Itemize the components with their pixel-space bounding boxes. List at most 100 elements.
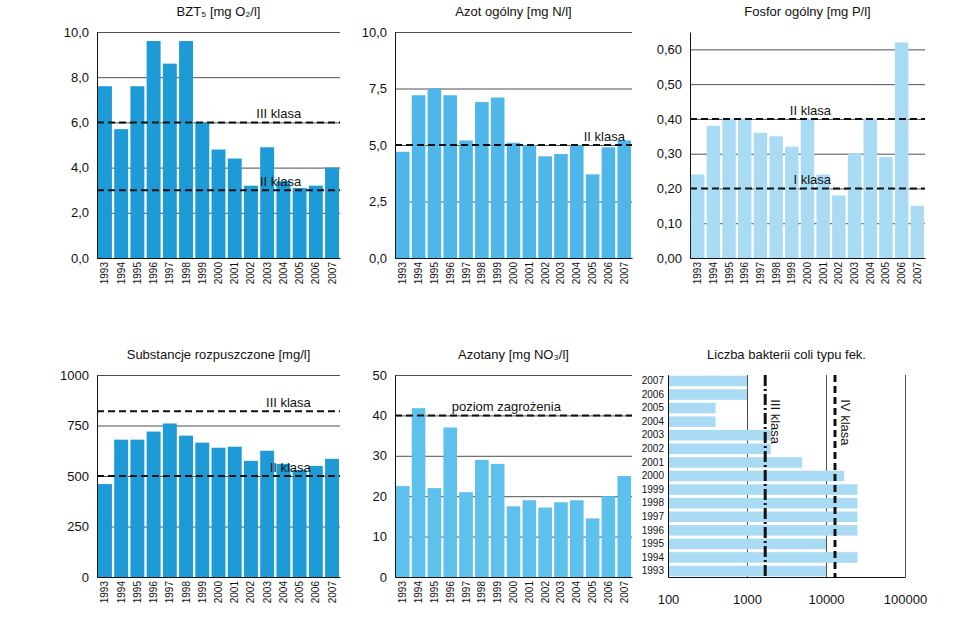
bar xyxy=(668,389,747,400)
bar xyxy=(195,443,209,577)
bar xyxy=(911,206,924,258)
bar xyxy=(538,156,552,258)
bar xyxy=(668,539,826,550)
x-tick: 1994 xyxy=(116,258,127,284)
grid-line xyxy=(395,32,632,33)
bar xyxy=(754,133,767,258)
chart-title: BZT₅ [mg O₂/l] xyxy=(177,4,261,19)
x-tick: 2004 xyxy=(571,577,582,603)
x-tick: 2001 xyxy=(818,258,829,284)
bar xyxy=(428,89,442,259)
threshold-label: II klasa xyxy=(584,129,626,144)
bar xyxy=(293,470,307,577)
y-tick-label: 1993 xyxy=(642,565,665,576)
x-tick-label: 1997 xyxy=(755,262,766,285)
bar xyxy=(114,440,128,577)
x-tick-label: 2004 xyxy=(571,262,582,285)
x-tick-label: 1995 xyxy=(429,581,440,604)
x-tick-label: 1993 xyxy=(397,581,408,604)
threshold-label: poziom zagrożenia xyxy=(452,399,562,414)
y-tick-label: 2002 xyxy=(642,443,665,454)
y-tick-label: 50 xyxy=(373,368,387,383)
x-tick-label: 2000 xyxy=(508,581,519,604)
x-tick-label: 1993 xyxy=(397,262,408,285)
y-tick-label: 4,0 xyxy=(71,160,89,175)
y-tick: 1999 xyxy=(642,484,668,495)
x-tick-label: 2006 xyxy=(310,581,321,604)
y-tick-label: 0,30 xyxy=(657,146,682,161)
x-tick-label: 1999 xyxy=(197,581,208,604)
y-tick: 1993 xyxy=(642,565,668,576)
y-tick-label: 0,40 xyxy=(657,112,682,127)
x-tick: 2000 xyxy=(508,258,519,284)
bar xyxy=(114,129,128,258)
y-tick-label: 0,20 xyxy=(657,181,682,196)
panel: Fosfor ogólny [mg P/l]0,000,100,200,300,… xyxy=(657,4,926,284)
bar xyxy=(459,492,473,577)
grid-line xyxy=(690,49,925,50)
bar xyxy=(443,95,457,258)
bar xyxy=(668,566,826,577)
x-tick-label: 2005 xyxy=(587,581,598,604)
bars xyxy=(98,41,339,258)
chart-title: Azot ogólny [mg N/l] xyxy=(455,4,571,19)
panel: BZT₅ [mg O₂/l]0,02,04,06,08,010,01993199… xyxy=(64,4,341,284)
x-tick-label: 2005 xyxy=(294,262,305,285)
bar xyxy=(586,174,600,258)
chart-title: Liczba bakterii coli typu fek. xyxy=(707,347,866,362)
x-tick-label: 1998 xyxy=(181,262,192,285)
bar xyxy=(668,525,857,536)
bar xyxy=(325,168,339,258)
x-tick-label: 2007 xyxy=(912,262,923,285)
y-tick: 10,0 xyxy=(362,25,632,40)
x-tick-label: 2001 xyxy=(229,262,240,285)
bar xyxy=(570,145,584,258)
y-tick: 50 xyxy=(373,368,632,383)
x-tick-label: 1996 xyxy=(148,262,159,285)
y-tick-label: 250 xyxy=(67,519,89,534)
x-tick-label: 2006 xyxy=(310,262,321,285)
y-tick: 2001 xyxy=(642,457,668,468)
x-tick: 1995 xyxy=(132,577,143,603)
y-tick-label: 2,0 xyxy=(71,205,89,220)
bar xyxy=(707,126,720,258)
bar xyxy=(428,488,442,577)
y-tick-label: 0,60 xyxy=(657,42,682,57)
x-tick-label: 1997 xyxy=(461,581,472,604)
bar xyxy=(617,476,631,577)
y-tick-label: 5,0 xyxy=(369,138,387,153)
figure-root: BZT₅ [mg O₂/l]0,02,04,06,08,010,01993199… xyxy=(0,0,980,631)
x-tick-label: 1999 xyxy=(492,581,503,604)
bar xyxy=(179,436,193,577)
y-tick-label: 7,5 xyxy=(369,81,387,96)
x-tick: 2004 xyxy=(278,577,289,603)
bars xyxy=(396,89,631,259)
x-tick-label: 1998 xyxy=(476,262,487,285)
y-tick-label: 2007 xyxy=(642,375,665,386)
bar xyxy=(538,508,552,577)
grid-line xyxy=(668,375,669,577)
x-tick-label: 2003 xyxy=(555,581,566,604)
panel: Substancje rozpuszczone [mg/l]0250500750… xyxy=(60,347,340,603)
x-tick: 2004 xyxy=(571,258,582,284)
bar xyxy=(396,486,410,577)
bar xyxy=(276,181,290,258)
y-tick-label: 2,5 xyxy=(369,194,387,209)
grid-line xyxy=(97,122,340,123)
x-tick-label: 1997 xyxy=(461,262,472,285)
x-tick: 1993 xyxy=(397,577,408,603)
x-tick-label: 1997 xyxy=(164,262,175,285)
y-axis: 0,000,100,200,300,400,500,60 xyxy=(657,33,925,266)
x-tick-label: 1995 xyxy=(132,581,143,604)
x-tick-label: 2003 xyxy=(849,262,860,285)
bar xyxy=(491,464,505,577)
x-tick: 1999 xyxy=(786,258,797,284)
x-tick-label: 2007 xyxy=(619,581,630,604)
grid-line xyxy=(395,456,632,457)
x-tick-label: 2002 xyxy=(245,581,256,604)
x-tick: 1995 xyxy=(429,258,440,284)
y-tick-label: 750 xyxy=(67,418,89,433)
x-tick: 2005 xyxy=(880,258,891,284)
threshold-label: III klasa xyxy=(256,106,302,121)
bar xyxy=(602,147,616,258)
